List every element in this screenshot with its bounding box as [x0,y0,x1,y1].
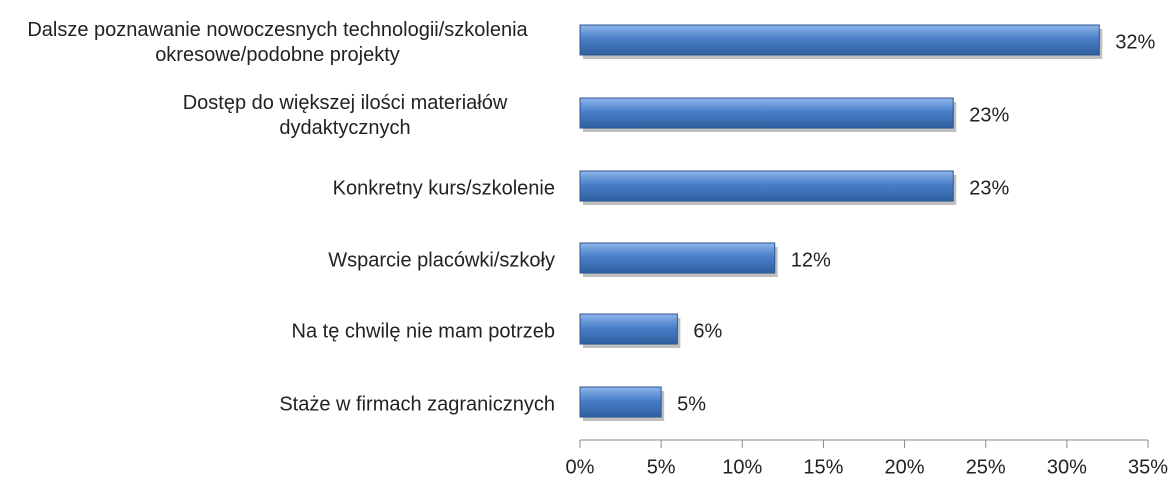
bar [579,170,954,202]
x-tick-label: 15% [803,456,843,478]
value-label: 32% [1115,31,1155,53]
x-tick-label: 25% [966,456,1006,478]
bar [579,386,662,418]
x-tick-label: 30% [1047,456,1087,478]
x-tick-label: 20% [885,456,925,478]
bar [579,97,954,129]
y-tick-label: Dostęp do większej ilości materiałów dyd… [182,92,508,139]
y-tick-label: Wsparcie placówki/szkoły [328,249,555,272]
value-label: 6% [693,320,722,342]
x-tick-label: 5% [647,456,676,478]
bar [579,242,776,274]
y-tick-label: Dalsze poznawanie nowoczesnych technolog… [27,19,528,66]
value-label: 23% [969,177,1009,199]
x-tick-label: 35% [1128,456,1168,478]
value-label: 12% [791,249,831,271]
x-tick-label: 10% [722,456,762,478]
y-tick-label: Na tę chwilę nie mam potrzeb [291,320,555,343]
y-tick-label: Staże w firmach zagranicznych [279,393,555,416]
bar [579,24,1100,56]
y-tick-label: Konkretny kurs/szkolenie [332,177,555,200]
bar [579,313,678,345]
value-label: 23% [969,104,1009,126]
value-label: 5% [677,393,706,415]
x-tick-label: 0% [566,456,595,478]
